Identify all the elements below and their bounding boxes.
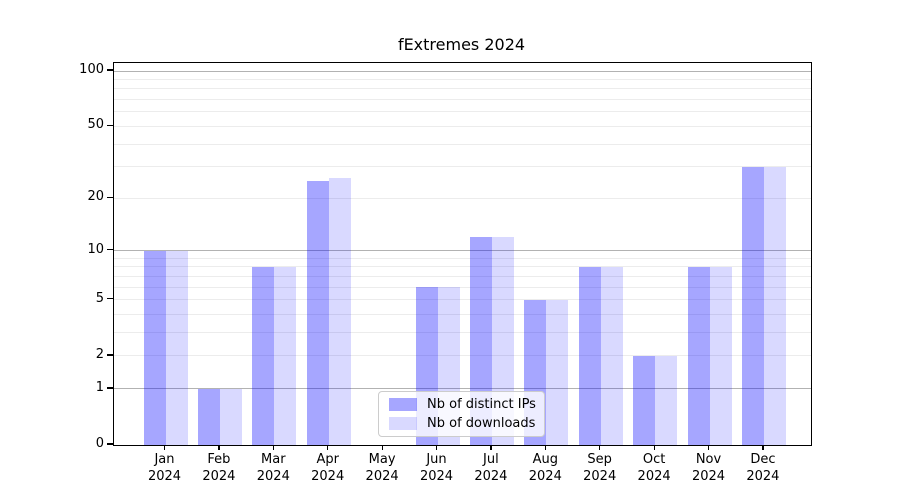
gridline-minor: [114, 314, 811, 316]
plot-area: [113, 62, 812, 446]
y-tick-label: 50: [87, 117, 104, 133]
bar-mar-downloads: [274, 266, 297, 445]
x-tick: [599, 445, 601, 451]
y-tick-label: 20: [87, 189, 104, 205]
gridline-minor: [114, 355, 811, 357]
bar-sep-distinct-ips: [578, 266, 601, 445]
x-tick-label: Jul 2024: [474, 452, 508, 484]
y-tick-label: 1: [95, 379, 104, 395]
x-tick-label: Oct 2024: [637, 452, 671, 484]
x-tick-label: Jan 2024: [147, 452, 182, 484]
x-tick-label: Aug 2024: [528, 452, 562, 484]
y-tick: [107, 196, 113, 198]
chart-title: fExtremes 2024: [397, 35, 526, 54]
x-tick: [218, 445, 220, 451]
bar-nov-downloads: [709, 266, 732, 445]
y-tick: [107, 443, 113, 445]
x-tick: [653, 445, 655, 451]
x-tick-label: Feb 2024: [202, 452, 236, 484]
gridline-minor: [114, 299, 811, 301]
gridline-minor: [114, 275, 811, 277]
gridline-minor: [114, 125, 811, 127]
gridline-minor: [114, 197, 811, 199]
x-tick: [381, 445, 383, 451]
y-tick: [107, 354, 113, 356]
bar-jan-distinct-ips: [143, 250, 166, 445]
bar-oct-downloads: [655, 355, 678, 445]
y-tick: [107, 298, 113, 300]
y-tick-label: 0: [95, 436, 104, 451]
x-tick-label: Jun 2024: [419, 452, 454, 484]
y-tick-label: 100: [79, 62, 104, 77]
gridline-major: [114, 388, 811, 390]
bar-dec-downloads: [763, 166, 786, 445]
bar-mar-distinct-ips: [252, 266, 275, 445]
legend-item-downloads: Nb of downloads: [389, 416, 536, 431]
x-tick: [544, 445, 546, 451]
x-tick: [163, 445, 166, 451]
legend: Nb of distinct IPs Nb of downloads: [378, 391, 545, 437]
bar-apr-downloads: [328, 177, 351, 445]
y-tick: [107, 69, 113, 71]
x-tick-label: Sep 2024: [583, 452, 617, 484]
y-tick-label: 5: [95, 290, 104, 306]
gridline-minor: [114, 332, 811, 334]
gridline-minor: [114, 257, 811, 259]
x-tick-label: Mar 2024: [256, 452, 290, 484]
y-tick: [107, 124, 113, 127]
bar-jan-downloads: [165, 250, 188, 445]
bar-nov-distinct-ips: [687, 266, 710, 445]
x-tick: [327, 445, 329, 451]
legend-swatch-downloads: [389, 417, 417, 430]
gridline-minor: [114, 266, 811, 268]
bar-feb-downloads: [219, 388, 242, 445]
y-tick: [107, 387, 113, 389]
legend-swatch-distinct-ips: [389, 398, 417, 411]
x-tick: [272, 445, 274, 451]
y-tick: [107, 249, 113, 251]
gridline-major: [114, 70, 811, 72]
x-tick: [490, 445, 492, 451]
gridline-minor: [114, 99, 811, 101]
gridline-minor: [114, 166, 811, 168]
x-tick: [707, 445, 710, 451]
gridline-minor: [114, 111, 811, 113]
x-tick-label: Apr 2024: [311, 452, 345, 484]
bar-aug-downloads: [546, 299, 569, 445]
bar-oct-distinct-ips: [633, 355, 656, 445]
legend-label-distinct-ips: Nb of distinct IPs: [427, 397, 536, 412]
bar-dec-distinct-ips: [741, 166, 764, 445]
gridline-minor: [114, 88, 811, 90]
bar-feb-distinct-ips: [197, 388, 220, 445]
bar-sep-downloads: [600, 266, 623, 445]
gridline-minor: [114, 78, 811, 80]
bar-apr-distinct-ips: [306, 180, 329, 445]
y-tick-label: 2: [95, 346, 104, 362]
x-tick-label: May 2024: [365, 452, 399, 484]
x-tick-label: Nov 2024: [691, 452, 726, 484]
legend-item-distinct-ips: Nb of distinct IPs: [389, 397, 536, 412]
legend-label-downloads: Nb of downloads: [427, 416, 536, 431]
gridline-major: [114, 250, 811, 252]
gridline-minor: [114, 286, 811, 288]
x-tick: [762, 445, 764, 451]
x-tick-label: Dec 2024: [746, 452, 780, 484]
gridline-minor: [114, 143, 811, 145]
x-tick: [435, 445, 438, 451]
y-tick-label: 10: [87, 241, 104, 257]
